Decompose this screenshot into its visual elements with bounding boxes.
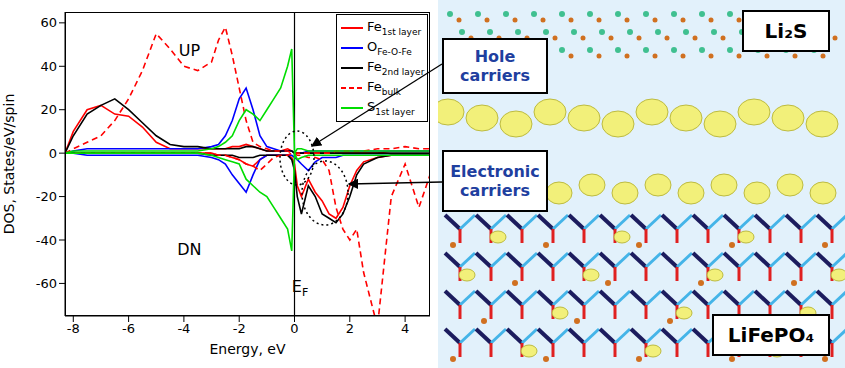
svg-text:DN: DN <box>177 240 201 259</box>
svg-text:-40: -40 <box>36 233 57 248</box>
svg-text:EF: EF <box>292 277 308 299</box>
html-text:Febulk: Febulk <box>367 79 401 97</box>
html-text:Hole carriers: Hole carriers <box>460 47 530 85</box>
svg-text:40: 40 <box>40 59 57 74</box>
html-text:LiFePO₄: LiFePO₄ <box>727 323 815 347</box>
svg-text:2: 2 <box>346 321 354 336</box>
svg-text:-20: -20 <box>36 189 57 204</box>
svg-text:20: 20 <box>40 102 57 117</box>
svg-text:-4: -4 <box>177 321 190 336</box>
svg-text:-6: -6 <box>122 321 135 336</box>
svg-text:0: 0 <box>290 321 298 336</box>
svg-text:4: 4 <box>401 321 409 336</box>
html-text:Li₂S: Li₂S <box>764 19 808 43</box>
svg-text:-2: -2 <box>233 321 246 336</box>
svg-text:DOS, States/eV/spin: DOS, States/eV/spin <box>1 94 17 235</box>
svg-text:UP: UP <box>179 41 201 60</box>
html-text:OFe-O-Fe: OFe-O-Fe <box>367 39 412 57</box>
html-text:Fe2nd layer: Fe2nd layer <box>367 59 425 77</box>
svg-text:-60: -60 <box>36 276 57 291</box>
svg-text:-8: -8 <box>67 321 80 336</box>
svg-text:0: 0 <box>49 146 57 161</box>
svg-text:60: 60 <box>40 15 57 30</box>
svg-text:Energy, eV: Energy, eV <box>209 341 286 357</box>
html-text:Fe1st layer: Fe1st layer <box>367 19 422 37</box>
html-text:Electronic carriers: Electronic carriers <box>450 162 540 200</box>
html-text:S1st layer: S1st layer <box>367 99 415 117</box>
